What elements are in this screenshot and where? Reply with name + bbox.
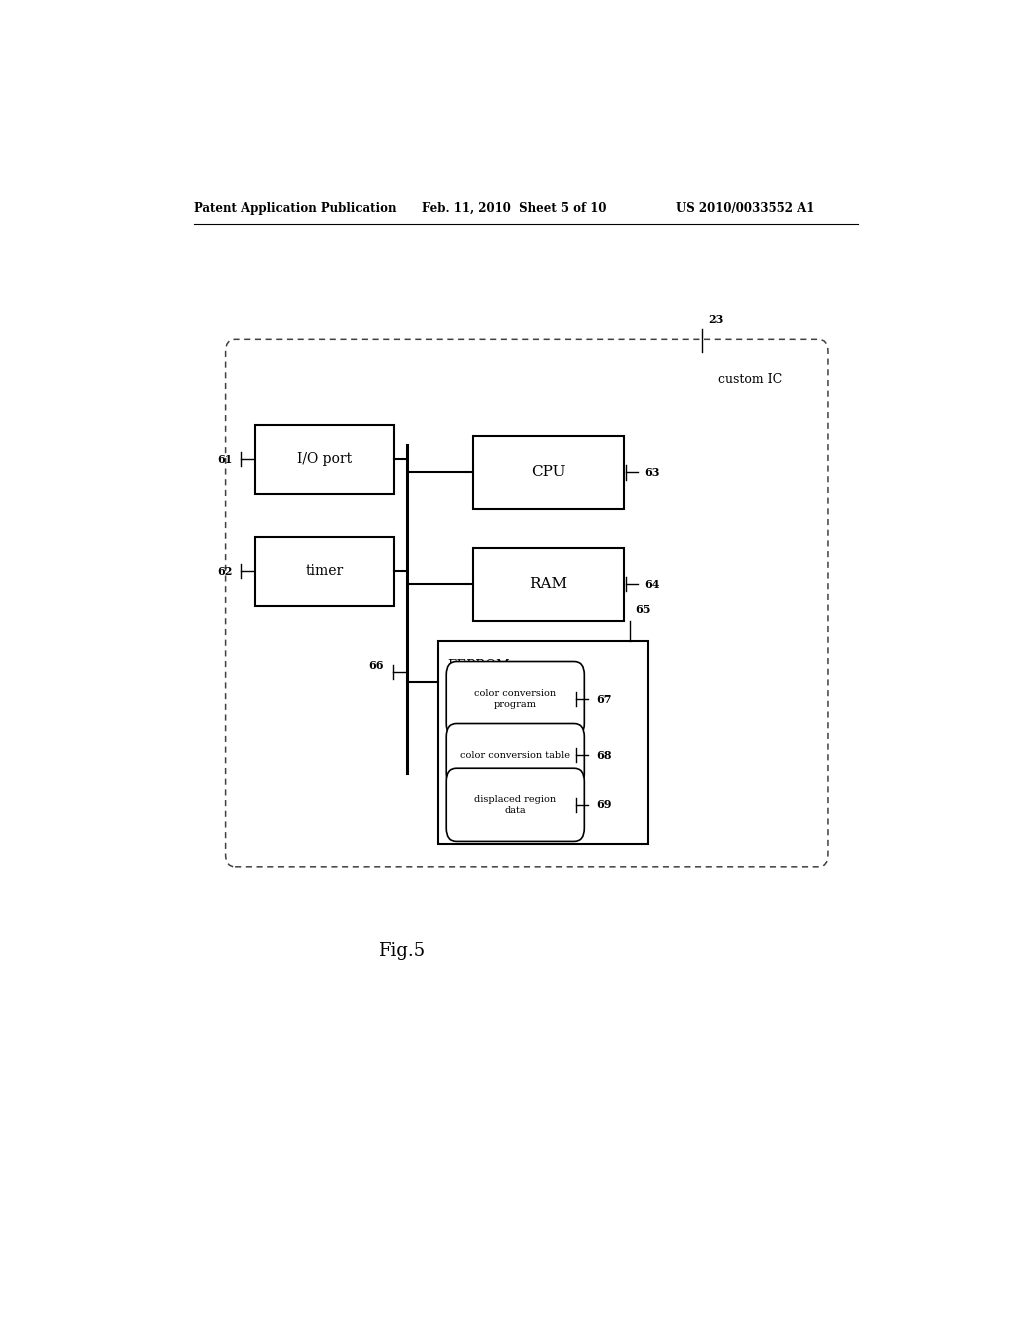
Text: 61: 61 <box>217 454 232 465</box>
Text: RAM: RAM <box>529 577 567 591</box>
Text: Fig.5: Fig.5 <box>378 942 425 960</box>
Text: 62: 62 <box>217 565 232 577</box>
Text: I/O port: I/O port <box>297 453 352 466</box>
Text: 63: 63 <box>644 467 659 478</box>
Text: custom IC: custom IC <box>719 374 782 387</box>
Text: US 2010/0033552 A1: US 2010/0033552 A1 <box>676 202 814 215</box>
Bar <box>473 548 624 620</box>
Text: EEPROM: EEPROM <box>447 660 510 672</box>
FancyBboxPatch shape <box>446 661 585 737</box>
Bar <box>473 436 624 510</box>
Bar <box>255 425 394 494</box>
Text: Feb. 11, 2010  Sheet 5 of 10: Feb. 11, 2010 Sheet 5 of 10 <box>422 202 606 215</box>
Text: displaced region
data: displaced region data <box>474 795 556 814</box>
Text: color conversion
program: color conversion program <box>474 689 556 709</box>
FancyBboxPatch shape <box>446 723 585 787</box>
Text: 69: 69 <box>596 800 611 810</box>
Text: timer: timer <box>305 564 343 578</box>
Text: 64: 64 <box>644 578 659 590</box>
FancyBboxPatch shape <box>225 339 828 867</box>
FancyBboxPatch shape <box>446 768 585 841</box>
Text: 66: 66 <box>368 660 384 671</box>
Text: color conversion table: color conversion table <box>460 751 570 759</box>
Bar <box>255 536 394 606</box>
Text: 67: 67 <box>596 693 611 705</box>
Text: CPU: CPU <box>531 466 566 479</box>
Text: 68: 68 <box>596 750 611 760</box>
Text: 65: 65 <box>635 603 650 615</box>
Text: 23: 23 <box>709 314 724 325</box>
Bar <box>437 642 648 845</box>
Text: Patent Application Publication: Patent Application Publication <box>194 202 396 215</box>
